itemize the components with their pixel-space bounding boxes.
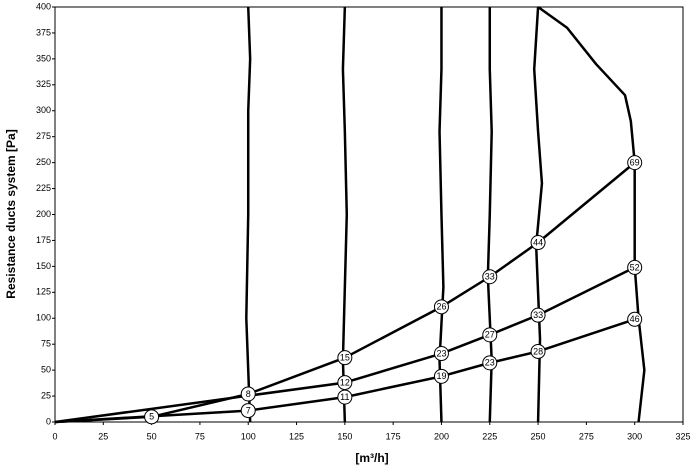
point-label: 26 [436,302,446,312]
point-marker [627,311,643,327]
y-tick-label: 325 [36,79,51,89]
y-tick-label: 275 [36,131,51,141]
point-label: 27 [485,330,495,340]
y-tick-label: 175 [36,235,51,245]
x-tick-label: 325 [675,431,690,441]
point-label: 44 [533,237,543,247]
y-tick-label: 125 [36,287,51,297]
point-marker [530,307,546,323]
point-marker [482,327,498,343]
x-tick-label: 25 [98,431,108,441]
x-tick-label: 250 [531,431,546,441]
point-label: 15 [340,353,350,363]
point-label: 19 [436,371,446,381]
x-tick-label: 175 [386,431,401,441]
point-label: 7 [246,405,251,415]
y-tick-label: 150 [36,261,51,271]
x-tick-label: 225 [482,431,497,441]
point-label: 28 [533,346,543,356]
x-tick-label: 125 [289,431,304,441]
point-label: 33 [485,272,495,282]
y-tick-label: 300 [36,105,51,115]
y-tick-label: 25 [41,390,51,400]
y-tick-label: 250 [36,157,51,167]
fan-curve [537,5,646,423]
point-marker [482,269,498,285]
y-tick-label: 350 [36,53,51,63]
point-marker [337,389,353,405]
plot-frame [54,6,684,423]
point-label: 12 [340,377,350,387]
point-marker [337,350,353,366]
system-curve [54,161,636,424]
y-tick-label: 400 [36,1,51,11]
point-marker [530,235,546,251]
fan-curve [532,6,544,423]
fan-curve [245,6,252,423]
x-tick-label: 200 [434,431,449,441]
point-label: 5 [149,412,154,422]
x-tick-label: 300 [627,431,642,441]
point-label: 52 [630,262,640,272]
point-marker [240,386,256,402]
point-marker [530,343,546,359]
point-marker [482,355,498,371]
x-tick-label: 50 [147,431,157,441]
y-tick-label: 225 [36,183,51,193]
point-label: 11 [340,392,349,402]
point-marker [144,409,160,425]
y-axis-title: Resistance ducts system [Pa] [4,129,18,298]
x-tick-label: 100 [241,431,256,441]
point-marker [240,403,256,419]
point-marker [433,346,449,362]
y-tick-label: 375 [36,27,51,37]
point-label: 23 [436,348,446,358]
point-marker [627,155,643,171]
x-tick-label: 0 [52,431,57,441]
point-label: 33 [533,310,543,320]
point-label: 8 [246,389,251,399]
system-curve [54,266,636,424]
point-marker [433,368,449,384]
x-tick-label: 275 [579,431,594,441]
x-axis-title: [m³/h] [355,451,388,465]
y-tick-label: 0 [46,416,51,426]
y-tick-label: 50 [41,365,51,375]
point-marker [337,375,353,391]
y-tick-label: 200 [36,209,51,219]
point-label: 46 [630,314,640,324]
x-tick-label: 150 [337,431,352,441]
y-tick-label: 100 [36,313,51,323]
point-label: 69 [630,158,640,168]
point-label: 23 [485,358,495,368]
point-marker [627,259,643,275]
point-marker [433,299,449,315]
y-tick-label: 75 [41,339,51,349]
x-tick-label: 75 [195,431,205,441]
